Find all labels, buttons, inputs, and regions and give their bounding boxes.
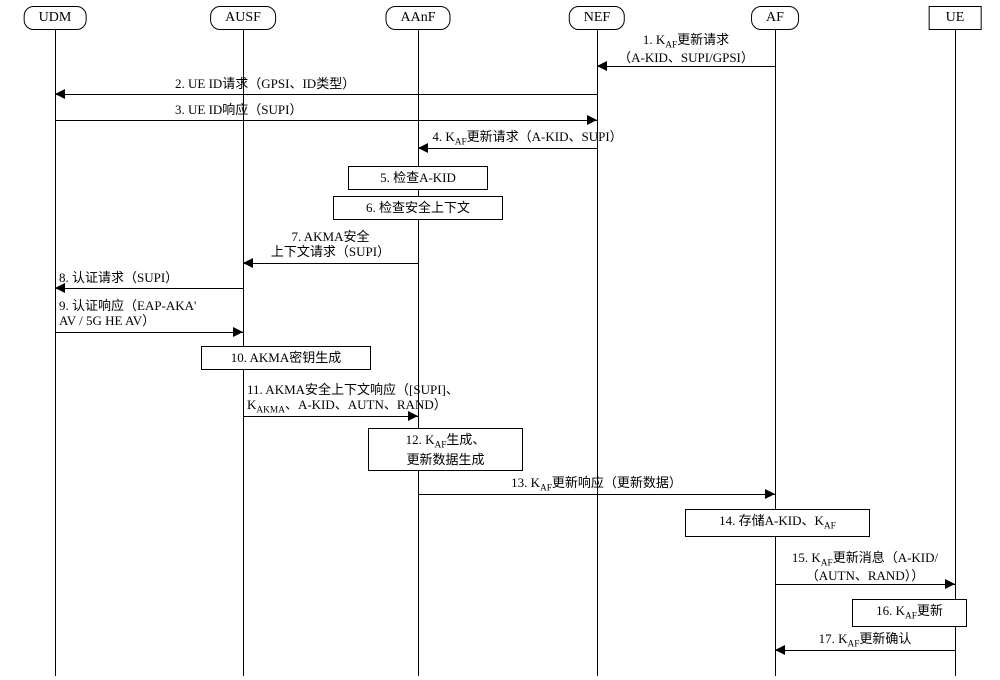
arrowhead-17 xyxy=(775,645,785,655)
sequence-diagram: UDM AUSF AAnF NEF AF UE 1. KAF更新请求（A-KID、SUPI/… xyxy=(0,0,1000,680)
note-10: 10. AKMA密钥生成 xyxy=(201,346,371,370)
arrow-8 xyxy=(55,288,243,289)
lifeline-nef xyxy=(597,30,598,676)
msg-label-1: 1. KAF更新请求（A-KID、SUPI/GPSI） xyxy=(618,33,754,66)
msg-label-8: 8. 认证请求（SUPI） xyxy=(59,271,178,286)
lifeline-af xyxy=(775,30,776,676)
actor-aanf: AAnF xyxy=(385,6,450,30)
arrowhead-3 xyxy=(587,115,597,125)
arrowhead-15 xyxy=(945,579,955,589)
msg-label-17: 17. KAF更新确认 xyxy=(819,632,912,650)
actor-ausf: AUSF xyxy=(210,6,276,30)
lifeline-aanf xyxy=(418,30,419,676)
actor-af: AF xyxy=(751,6,799,30)
msg-label-15: 15. KAF更新消息（A-KID/（AUTN、RAND）） xyxy=(792,551,938,584)
actor-nef: NEF xyxy=(569,6,625,30)
arrow-2 xyxy=(55,94,597,95)
note-16: 16. KAF更新 xyxy=(852,599,967,627)
msg-label-7: 7. AKMA安全上下文请求（SUPI） xyxy=(271,230,390,260)
arrowhead-1 xyxy=(597,61,607,71)
arrowhead-13 xyxy=(765,489,775,499)
actor-udm: UDM xyxy=(24,6,87,30)
arrowhead-4 xyxy=(418,143,428,153)
arrowhead-2 xyxy=(55,89,65,99)
msg-label-9: 9. 认证响应（EAP-AKA'AV / 5G HE AV） xyxy=(59,299,196,329)
arrowhead-7 xyxy=(243,258,253,268)
note-6: 6. 检查安全上下文 xyxy=(333,196,503,220)
arrow-9 xyxy=(55,332,243,333)
note-5: 5. 检查A-KID xyxy=(348,166,488,190)
arrowhead-9 xyxy=(233,327,243,337)
lifeline-ue xyxy=(955,30,956,676)
arrow-3 xyxy=(55,120,597,121)
msg-label-2: 2. UE ID请求（GPSI、ID类型） xyxy=(175,77,355,92)
msg-label-13: 13. KAF更新响应（更新数据） xyxy=(511,476,682,494)
actor-ue: UE xyxy=(929,6,982,30)
arrow-7 xyxy=(243,263,418,264)
msg-label-11: 11. AKMA安全上下文响应（[SUPI]、KAKMA、A-KID、AUTN、… xyxy=(247,383,459,416)
lifeline-udm xyxy=(55,30,56,676)
note-14: 14. 存储A-KID、KAF xyxy=(685,509,870,537)
msg-label-4: 4. KAF更新请求（A-KID、SUPI） xyxy=(432,130,622,148)
msg-label-3: 3. UE ID响应（SUPI） xyxy=(175,103,302,118)
note-12: 12. KAF生成、更新数据生成 xyxy=(368,428,523,471)
